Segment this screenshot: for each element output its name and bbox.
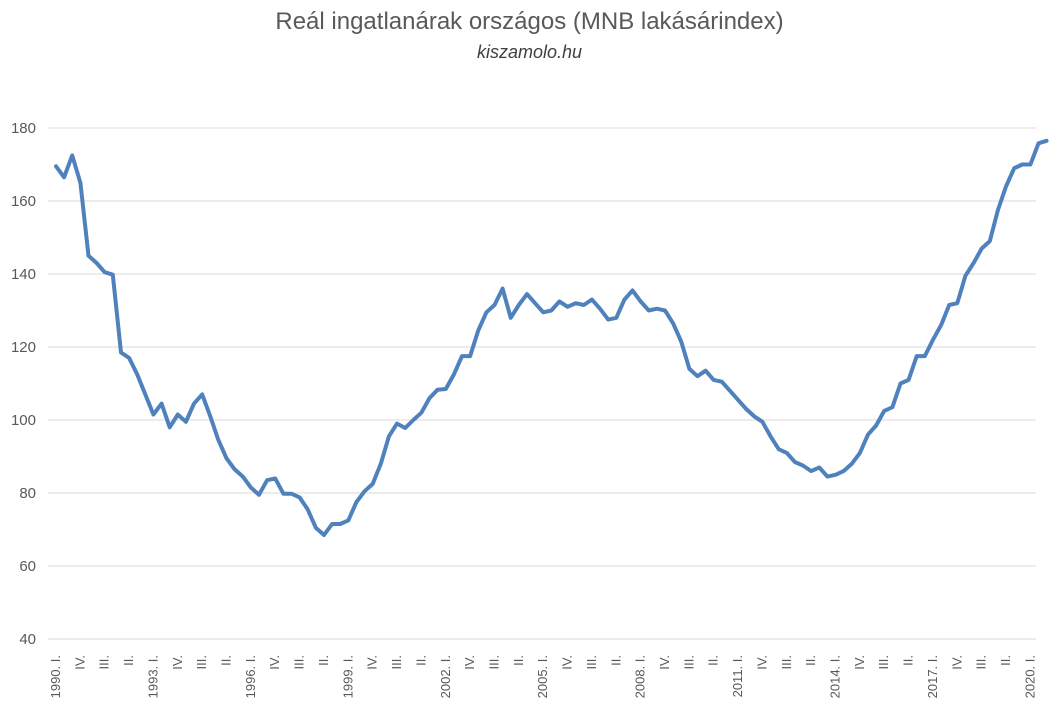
x-tick-label: III. [486,655,501,669]
x-tick-label: III. [389,655,404,669]
x-tick-label: II. [998,655,1013,666]
y-tick-label: 100 [11,412,36,429]
x-tick-label: IV. [949,655,964,670]
x-tick-label: 2020. I. [1022,655,1037,698]
x-tick-label: III. [194,655,209,669]
y-tick-label: 60 [19,558,36,575]
y-tick-label: 120 [11,339,36,356]
x-tick-label: IV. [657,655,672,670]
x-tick-label: IV. [852,655,867,670]
y-tick-label: 180 [11,120,36,137]
x-tick-label: III. [97,655,112,669]
x-tick-label: II. [219,655,234,666]
x-tick-label: III. [779,655,794,669]
x-tick-label: IV. [462,655,477,670]
x-tick-label: IV. [560,655,575,670]
x-tick-label: IV. [267,655,282,670]
x-tick-label: IV. [754,655,769,670]
x-tick-label: III. [974,655,989,669]
x-tick-label: 1999. I. [340,655,355,698]
x-tick-label: II. [608,655,623,666]
x-tick-label: III. [584,655,599,669]
x-tick-label: 2011. I. [730,655,745,697]
x-tick-label: 1993. I. [145,655,160,698]
x-tick-label: IV. [170,655,185,670]
series-line [54,138,1049,537]
y-tick-label: 40 [19,631,36,648]
x-tick-label: II. [706,655,721,666]
x-tick-label: III. [681,655,696,669]
x-tick-label: III. [292,655,307,669]
y-tick-label: 80 [19,485,36,502]
x-tick-label: III. [876,655,891,669]
x-tick-label: 2014. I. [828,655,843,698]
x-tick-label: 2002. I. [438,655,453,698]
x-tick-label: II. [413,655,428,666]
x-tick-label: 1990. I. [48,655,63,698]
x-tick-label: 2008. I. [633,655,648,698]
x-tick-label: II. [316,655,331,666]
x-tick-label: 2017. I. [925,655,940,698]
x-tick-label: 2005. I. [535,655,550,698]
x-tick-label: II. [901,655,916,666]
chart-title: Reál ingatlanárak országos (MNB lakásári… [275,8,784,35]
x-tick-label: II. [511,655,526,666]
x-tick-label: II. [803,655,818,666]
x-tick-label: 1996. I. [243,655,258,698]
y-tick-label: 140 [11,266,36,283]
x-tick-label: II. [121,655,136,666]
chart-subtitle: kiszamolo.hu [476,42,583,62]
x-tick-label: IV. [72,655,87,670]
x-tick-label: IV. [365,655,380,670]
y-tick-label: 160 [11,193,36,210]
